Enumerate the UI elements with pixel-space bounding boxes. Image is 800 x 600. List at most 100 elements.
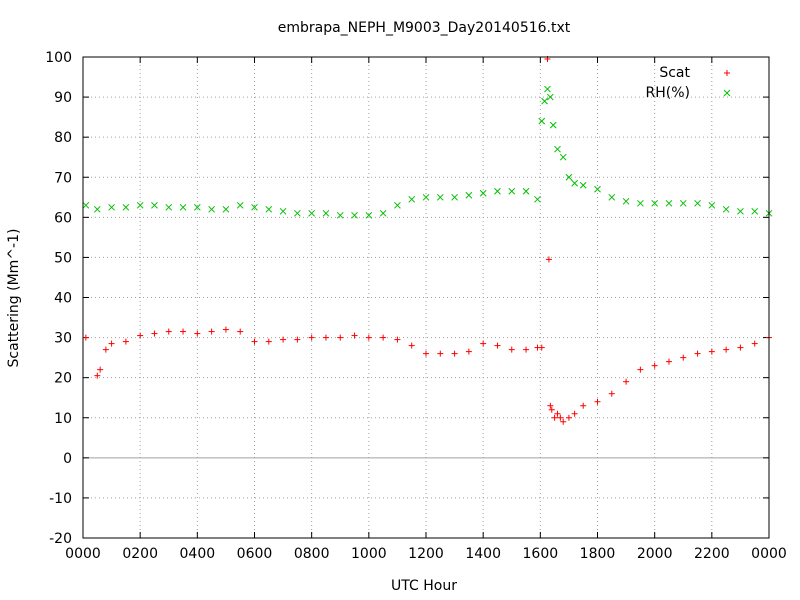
scat-point (623, 378, 630, 385)
point-stroke (251, 203, 258, 211)
point-stroke (208, 205, 215, 213)
point-stroke (722, 205, 730, 213)
scat-point (251, 338, 258, 345)
point-stroke (151, 201, 158, 209)
scat-point (208, 328, 215, 335)
rh-point (251, 203, 258, 211)
point-stroke (565, 173, 573, 181)
point-stroke (751, 207, 759, 215)
scat-point (560, 418, 567, 425)
scat-point (337, 334, 344, 341)
scat-point (394, 336, 401, 343)
rh-point (694, 199, 701, 207)
point-stroke (236, 201, 244, 209)
rh-point (322, 209, 330, 217)
scat-point (637, 366, 644, 373)
rh-point (651, 199, 659, 207)
scat-point (565, 414, 572, 421)
scat-point (451, 350, 458, 357)
chart-title: embrapa_NEPH_M9003_Day20140516.txt (278, 20, 571, 36)
x-tick-label: 1000 (351, 546, 387, 562)
scat-point (751, 340, 758, 347)
y-tick-label: 0 (63, 451, 72, 467)
scat-point (122, 338, 129, 345)
rh-point (279, 207, 287, 215)
rh-point (594, 185, 601, 193)
scat-point (523, 346, 530, 353)
point-stroke (479, 189, 487, 197)
legend-label-scat: Scat (659, 65, 690, 81)
rh-point (538, 117, 546, 125)
rh-point (541, 97, 548, 105)
point-stroke (408, 195, 416, 203)
rh-point (436, 193, 444, 201)
rh-point (637, 199, 644, 207)
scat-point (308, 334, 315, 341)
point-stroke (549, 121, 557, 129)
point-stroke (193, 203, 201, 211)
scat-point (151, 330, 158, 337)
x-tick-label: 0400 (180, 546, 216, 562)
series-layer (82, 56, 773, 425)
scat-point (538, 344, 545, 351)
point-stroke (679, 199, 687, 207)
scat-point (508, 346, 515, 353)
scat-point (380, 334, 387, 341)
rh-point (565, 173, 573, 181)
point-stroke (322, 209, 330, 217)
scat-point (437, 350, 444, 357)
point-stroke (93, 205, 101, 213)
rh-point (222, 205, 230, 213)
point-stroke (179, 203, 187, 211)
scat-point (294, 336, 301, 343)
point-stroke (465, 191, 473, 199)
scat-point (265, 338, 272, 345)
rh-point (294, 209, 301, 217)
rh-point (559, 153, 567, 161)
scat-point (571, 410, 578, 417)
point-stroke (508, 187, 516, 195)
point-stroke (82, 201, 90, 209)
point-stroke (538, 117, 546, 125)
x-tick-label: 1800 (580, 546, 616, 562)
rh-point (422, 193, 430, 201)
rh-point (722, 205, 730, 213)
rh-point (82, 201, 90, 209)
point-stroke (559, 153, 567, 161)
rh-point (508, 187, 516, 195)
scat-point (94, 372, 101, 379)
point-stroke (108, 203, 115, 211)
y-tick-label: 60 (54, 210, 72, 226)
scat-point (180, 328, 187, 335)
series-scat (82, 56, 772, 425)
rh-point (549, 121, 557, 129)
scat-point (365, 334, 372, 341)
rh-point (554, 145, 561, 153)
scat-point (545, 256, 552, 263)
point-stroke (336, 211, 344, 219)
point-stroke (708, 201, 716, 209)
rh-point (193, 203, 201, 211)
scat-point (737, 344, 744, 351)
scat-point (137, 332, 144, 339)
point-stroke (351, 211, 358, 219)
y-tick-label: 50 (54, 250, 72, 266)
y-axis-label: Scattering (Mm^-1) (6, 229, 22, 368)
scat-point (222, 326, 229, 333)
point-stroke (451, 193, 458, 201)
point-stroke (571, 179, 578, 187)
point-stroke (534, 195, 541, 203)
x-tick-label: 2000 (637, 546, 673, 562)
scat-point (194, 330, 201, 337)
rh-point (408, 195, 416, 203)
point-stroke (694, 199, 701, 207)
point-stroke (594, 185, 601, 193)
rh-point (534, 195, 541, 203)
point-stroke (136, 201, 144, 209)
y-tick-label: 80 (54, 130, 72, 146)
rh-point (622, 197, 630, 205)
scat-point (102, 346, 109, 353)
rh-point (608, 193, 616, 201)
scat-point (665, 358, 672, 365)
